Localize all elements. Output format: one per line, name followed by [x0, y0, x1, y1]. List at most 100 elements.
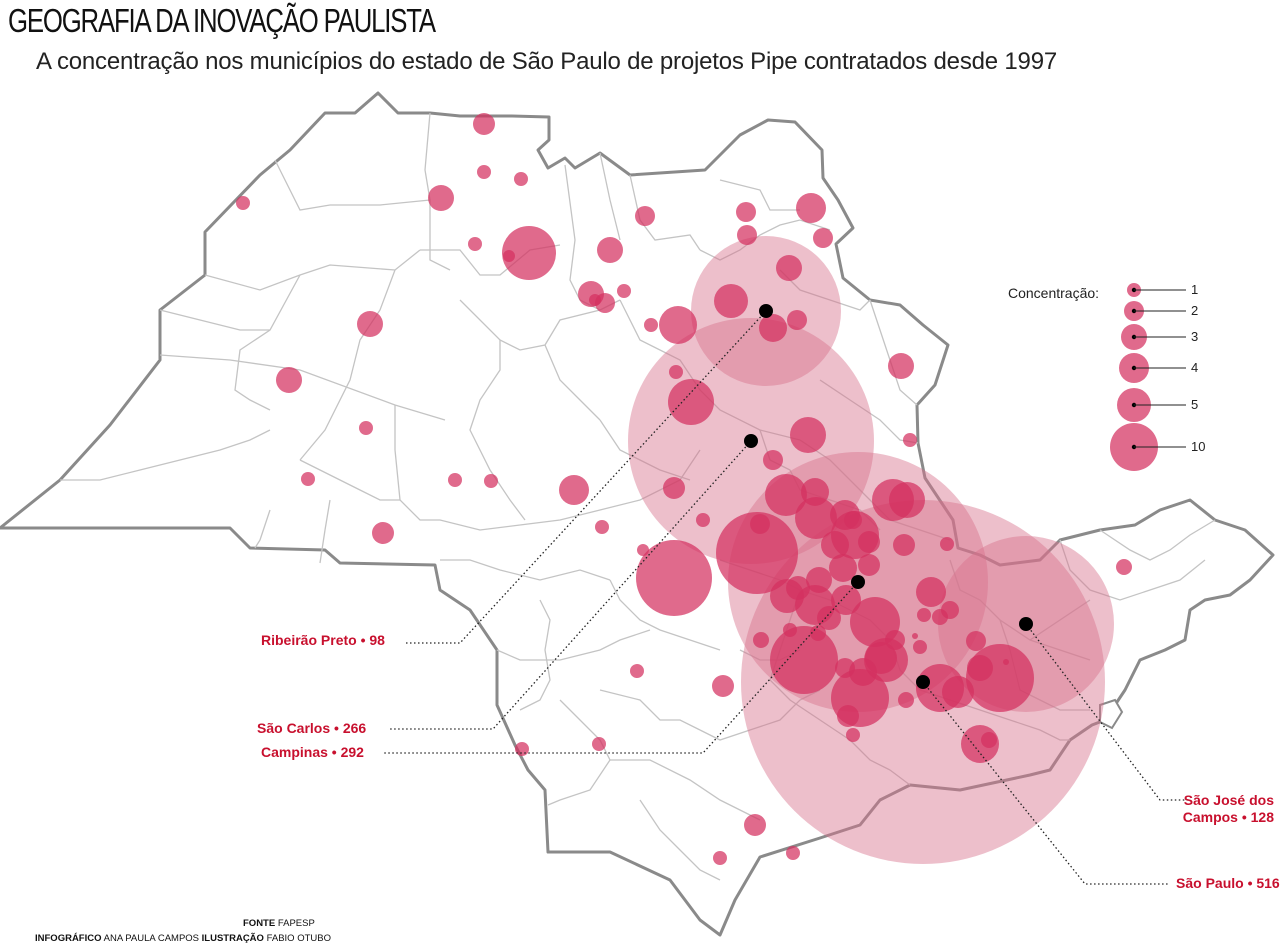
legend-label: 1: [1191, 282, 1199, 297]
municipality-bubble: [759, 314, 787, 342]
municipality-bubble: [831, 585, 861, 615]
source-value: FAPESP: [277, 918, 315, 929]
municipality-bubble: [966, 631, 986, 651]
legend-label: 3: [1191, 329, 1199, 344]
municipality-bubble: [592, 737, 606, 751]
municipality-bubble: [276, 367, 302, 393]
city-label-sao-jose-dos-campos: São José dos Campos • 128: [1170, 792, 1274, 826]
municipality-bubble: [514, 172, 528, 186]
municipality-bubble: [795, 497, 837, 539]
municipality-bubble: [844, 511, 862, 529]
municipality-bubble: [301, 472, 315, 486]
municipality-bubble: [448, 473, 462, 487]
source-key: FONTE: [243, 918, 276, 929]
municipality-bubble: [941, 601, 959, 619]
map-title: GEOGRAFIA DA INOVAÇÃO PAULISTA: [8, 2, 436, 39]
city-dot-sao-paulo: [916, 675, 930, 689]
municipality-bubble: [589, 294, 601, 306]
city-label-line: Campos • 128: [1182, 809, 1274, 825]
municipality-bubble: [846, 728, 860, 742]
municipality-bubble: [858, 531, 880, 553]
municipality-bubble: [468, 237, 482, 251]
leader-line-ribeirao-preto: [405, 310, 767, 644]
municipality-bubble: [765, 474, 807, 516]
municipality-bubble: [736, 202, 756, 222]
legend-symbols: [1110, 283, 1186, 471]
municipality-bubble: [770, 626, 838, 694]
city-dot-ribeirao-preto: [759, 304, 773, 318]
leader-line-campinas: [382, 581, 859, 754]
municipality-bubble: [893, 534, 915, 556]
municipality-bubble: [813, 228, 833, 248]
municipality-bubble: [236, 196, 250, 210]
municipality-bubble: [502, 226, 556, 280]
coastal-island: [1099, 698, 1124, 730]
municipality-bubble: [790, 417, 826, 453]
infographic-key: INFOGRÁFICO: [35, 933, 102, 944]
municipality-bubble: [359, 421, 373, 435]
municipality-bubble: [712, 675, 734, 697]
municipality-bubble: [617, 284, 631, 298]
municipality-bubble: [716, 512, 798, 594]
municipality-bubble: [829, 554, 857, 582]
map-subtitle: A concentração nos municípios do estado …: [36, 48, 1057, 75]
municipality-bubble: [912, 633, 918, 639]
municipality-bubble: [669, 365, 683, 379]
city-dot-sao-carlos: [744, 434, 758, 448]
municipality-bubble: [916, 577, 946, 607]
municipality-bubble: [837, 705, 859, 727]
municipality-bubble: [786, 846, 800, 860]
municipality-bubble: [473, 113, 495, 135]
municipality-bubble: [753, 632, 769, 648]
municipality-bubble: [865, 642, 897, 674]
municipality-bubble: [817, 606, 841, 630]
municipality-bubble: [744, 814, 766, 836]
municipality-bubble: [1003, 659, 1009, 665]
municipality-bubble: [595, 520, 609, 534]
municipality-bubble: [428, 185, 454, 211]
municipality-bubble: [763, 450, 783, 470]
city-dot-sao-jose-dos-campos: [1019, 617, 1033, 631]
municipality-bubble: [889, 482, 925, 518]
municipality-bubble: [942, 676, 974, 708]
municipality-bubble: [737, 225, 757, 245]
municipality-bubble: [696, 513, 710, 527]
municipality-bubble: [635, 206, 655, 226]
municipality-bubble: [917, 608, 931, 622]
municipality-bubble: [515, 742, 529, 756]
legend-label: 10: [1191, 439, 1206, 454]
municipality-bubble: [597, 237, 623, 263]
municipality-bubble: [559, 475, 589, 505]
author-credits: INFOGRÁFICO ANA PAULA CAMPOS ILUSTRAÇÃO …: [35, 933, 331, 944]
municipality-bubble: [663, 477, 685, 499]
illustration-key: ILUSTRAÇÃO: [201, 933, 264, 944]
municipality-bubble: [858, 554, 880, 576]
infographic-value: ANA PAULA CAMPOS: [103, 933, 200, 944]
municipality-bubble: [888, 353, 914, 379]
municipal-borders: [60, 112, 1216, 881]
municipality-bubble: [714, 284, 748, 318]
source-credit: FONTE FAPESP: [243, 918, 315, 929]
municipality-bubble: [659, 306, 697, 344]
municipality-bubble: [630, 664, 644, 678]
municipality-bubble: [776, 255, 802, 281]
legend-title: Concentração:: [1008, 285, 1100, 301]
municipality-bubble: [484, 474, 498, 488]
city-label-sao-carlos: São Carlos • 266: [257, 720, 367, 736]
legend-label: 5: [1191, 397, 1199, 412]
city-dots: [744, 304, 1033, 689]
municipality-bubble: [903, 433, 917, 447]
municipality-bubble: [940, 537, 954, 551]
municipality-bubble: [898, 692, 914, 708]
municipality-bubble: [1116, 559, 1132, 575]
leader-line-sao-jose-dos-campos: [1025, 623, 1190, 801]
municipality-bubble: [713, 851, 727, 865]
municipality-bubble: [796, 193, 826, 223]
city-label-campinas: Campinas • 292: [261, 744, 364, 760]
illustration-value: FABIO OTUBO: [266, 933, 331, 944]
municipality-bubble: [787, 310, 807, 330]
city-label-line: São José dos: [1183, 792, 1274, 808]
municipality-bubble: [644, 318, 658, 332]
municipality-bubble: [981, 732, 997, 748]
